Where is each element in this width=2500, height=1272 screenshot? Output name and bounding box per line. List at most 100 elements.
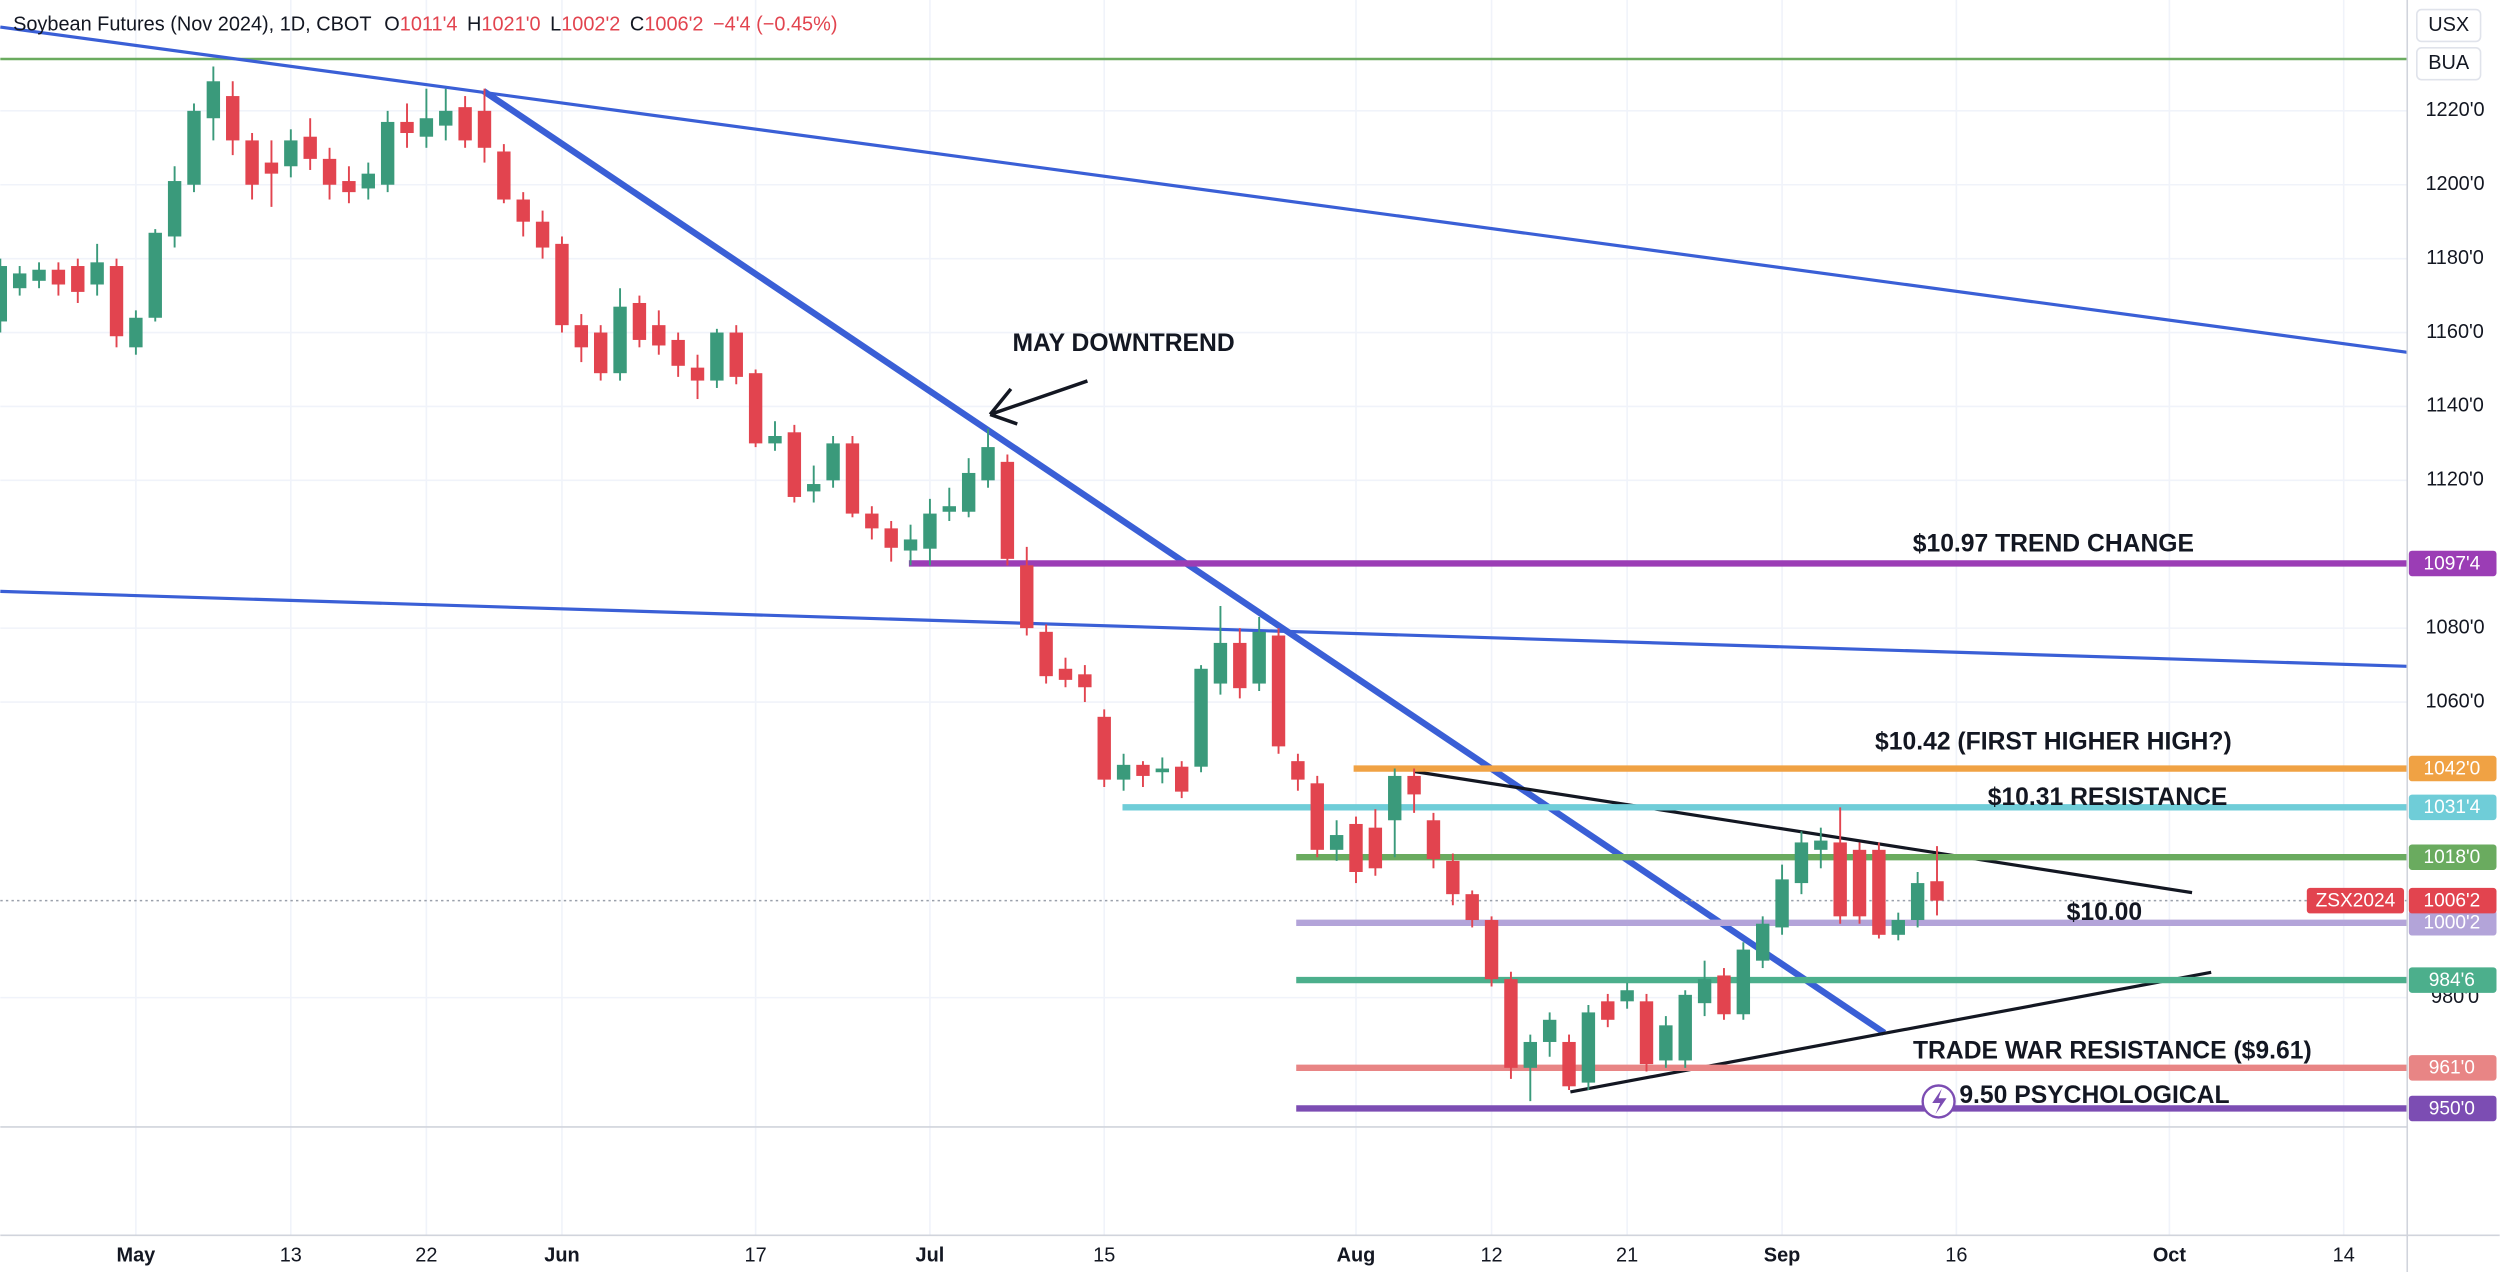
- annotation: $10.31 RESISTANCE: [1988, 784, 2228, 811]
- x-tick-label: 12: [1480, 1244, 1502, 1266]
- annotation: MAY DOWNTREND: [1012, 330, 1234, 357]
- candle-body: [1620, 990, 1634, 1002]
- candle-body: [1252, 631, 1266, 684]
- candle-body: [690, 367, 705, 381]
- candle-body: [1542, 1019, 1557, 1042]
- candle-body: [1891, 920, 1905, 935]
- annotation: 9.50 PSYCHOLOGICAL: [1959, 1082, 2229, 1109]
- price-label: 1031'4: [2423, 797, 2480, 818]
- candle-body: [961, 472, 976, 512]
- price-label-box: [2408, 1095, 2497, 1122]
- candle-body: [1678, 994, 1692, 1061]
- candle-body: [555, 243, 569, 326]
- candle-body: [361, 173, 375, 189]
- trend-line: [0, 25, 2408, 354]
- x-tick-label: May: [117, 1244, 156, 1266]
- icon-bolt: [1932, 1088, 1947, 1115]
- toolbar-button-label[interactable]: USX: [2428, 14, 2469, 36]
- candle-body: [187, 110, 201, 185]
- quote-value: 1002'2: [561, 14, 620, 36]
- candle-body: [0, 266, 8, 322]
- quote-key: C: [630, 14, 644, 36]
- x-tick-label: Sep: [1764, 1244, 1801, 1266]
- candle-body: [12, 273, 27, 289]
- candle-body: [1194, 668, 1208, 767]
- candle-body: [923, 513, 937, 549]
- candle-body: [1233, 642, 1247, 689]
- annotation: TRADE WAR RESISTANCE ($9.61): [1913, 1038, 2312, 1065]
- y-tick-label: 1200'0: [2425, 173, 2484, 195]
- toolbar-button-label[interactable]: BUA: [2428, 52, 2470, 74]
- x-tick-label: 17: [745, 1244, 767, 1266]
- price-label-box: [2408, 910, 2497, 936]
- annotation: $10.97 TREND CHANGE: [1913, 531, 2194, 558]
- x-tick-label: Aug: [1337, 1244, 1376, 1266]
- legend-header: Soybean Futures (Nov 2024), 1D, CBOT O101…: [13, 14, 837, 36]
- candle-body: [535, 221, 550, 248]
- candle-body: [1020, 565, 1034, 629]
- price-label: 950'0: [2429, 1098, 2475, 1119]
- axes: 1220'0 1200'0 1180'0 1160'0 1140'0 1120'0 1080…: [117, 99, 2497, 1266]
- quote-value: 1006'2: [644, 14, 703, 36]
- trend-line: [0, 589, 2408, 668]
- candle-body: [167, 181, 182, 237]
- price-label-box: [2408, 967, 2497, 993]
- arrow: [988, 379, 1088, 426]
- toolbar: USX BUA: [2415, 8, 2482, 81]
- candle-body: [1446, 860, 1460, 895]
- candle-body: [1794, 842, 1809, 884]
- x-tick-label: Oct: [2153, 1244, 2187, 1266]
- x-tick-label: Jul: [916, 1244, 945, 1266]
- price-label: 961'0: [2429, 1058, 2475, 1079]
- candle-body: [1736, 949, 1751, 1015]
- candle-body: [748, 373, 763, 444]
- price-label-box: [2408, 887, 2497, 914]
- y-tick-label: 1160'0: [2426, 321, 2484, 343]
- price-label: 1018'0: [2423, 847, 2480, 868]
- candle-body: [1078, 674, 1092, 688]
- candle-body: [1833, 842, 1847, 917]
- candle-body: [1426, 820, 1441, 860]
- candle-body: [768, 435, 782, 444]
- levels: [0, 560, 2408, 1112]
- candle-body: [1872, 849, 1886, 935]
- candle-body: [264, 162, 279, 174]
- candle-body: [51, 269, 66, 285]
- candle-body: [1058, 668, 1073, 680]
- candle-body: [1291, 761, 1305, 780]
- annotation: $10.00: [2067, 899, 2143, 926]
- candle-body: [1562, 1041, 1576, 1087]
- quote-value: 1021'0: [481, 14, 540, 36]
- y-tick-label: 1060'0: [2425, 690, 2484, 712]
- candle-body: [1407, 775, 1421, 795]
- candle-body: [671, 339, 685, 366]
- annotations: MAY DOWNTREND $10.97 TREND CHANGE $10.42 (…: [1012, 330, 2311, 1109]
- candle-body: [981, 447, 995, 481]
- candle-body: [1000, 461, 1015, 559]
- candle-body: [1465, 894, 1479, 921]
- candle-body: [419, 118, 434, 137]
- title: Soybean Futures (Nov 2024), 1D, CBOT: [13, 14, 371, 36]
- candle-body: [903, 539, 918, 551]
- candle-body: [1852, 849, 1867, 917]
- candle-body: [32, 269, 46, 281]
- candle-body: [477, 110, 492, 148]
- price-label: 1000'2: [2423, 913, 2480, 934]
- grid: [0, 0, 2408, 1236]
- candle-body: [942, 506, 956, 512]
- price-label-box: [2408, 1055, 2497, 1081]
- y-tick-label: 1120'0: [2426, 469, 2484, 491]
- candle-body: [1581, 1012, 1596, 1083]
- candle-body: [1910, 883, 1925, 921]
- candle-body: [652, 325, 666, 346]
- candle-body: [1639, 1001, 1654, 1065]
- candle-body: [129, 317, 143, 348]
- candle-body: [284, 140, 298, 167]
- candle-body: [71, 266, 85, 292]
- candles: [0, 66, 1944, 1102]
- candle-body: [516, 199, 530, 222]
- candle-body: [1504, 979, 1518, 1068]
- candle-body: [1155, 768, 1170, 773]
- candle-body: [90, 262, 104, 285]
